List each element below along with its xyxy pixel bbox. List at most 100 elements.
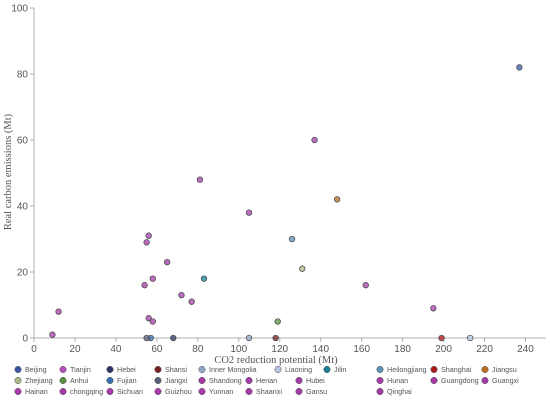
legend-marker: [106, 388, 114, 395]
legend-item[interactable]: Qinghai: [376, 387, 412, 396]
legend-marker: [198, 377, 206, 384]
legend-item[interactable]: Hunan: [376, 376, 408, 385]
legend-marker: [14, 377, 22, 384]
x-tick-label: 240: [517, 344, 534, 355]
legend-label: Hebei: [117, 365, 136, 374]
legend-item[interactable]: Shanghai: [430, 365, 472, 374]
legend-marker: [295, 377, 303, 384]
legend-marker: [198, 388, 206, 395]
x-tick-label: 220: [476, 344, 493, 355]
legend-label: Guangxi: [492, 376, 519, 385]
data-point: [516, 64, 523, 71]
legend-item[interactable]: Anhui: [59, 376, 89, 385]
legend-label: Gansu: [306, 387, 327, 396]
legend-item[interactable]: Shandong: [198, 376, 242, 385]
legend-label: Liaoning: [285, 365, 312, 374]
x-tick-label: 40: [110, 344, 122, 355]
data-point: [143, 334, 150, 342]
y-tick-label: 100: [11, 4, 28, 15]
legend-label: Jiangxi: [165, 376, 188, 385]
y-axis-title: Real carbon emissions (Mt): [3, 113, 14, 230]
legend-item[interactable]: Hebei: [106, 365, 136, 374]
legend: Beijing Tianjin Hebei Shansi Inner Mongolia L…: [14, 365, 519, 396]
legend-item[interactable]: Liaoning: [274, 365, 312, 374]
legend-item[interactable]: Tianjin: [59, 365, 91, 374]
data-point: [49, 331, 56, 338]
x-tick-label: 80: [192, 344, 204, 355]
legend-label: Guizhou: [165, 387, 192, 396]
data-point: [145, 232, 152, 239]
legend-item[interactable]: Henan: [245, 376, 277, 385]
legend-label: Fujian: [117, 376, 137, 385]
legend-label: chongqing: [70, 387, 103, 396]
legend-item[interactable]: Hubei: [295, 376, 325, 385]
legend-item[interactable]: Guangxi: [481, 376, 519, 385]
data-point: [143, 239, 150, 246]
legend-label: Qinghai: [387, 387, 412, 396]
legend-marker: [154, 366, 162, 373]
x-tick-label: 120: [271, 344, 288, 355]
legend-label: Sichuan: [117, 387, 143, 396]
data-point: [163, 258, 171, 266]
legend-item[interactable]: Hainan: [14, 387, 48, 396]
legend-marker: [481, 366, 489, 373]
legend-marker: [198, 366, 206, 373]
data-point: [288, 235, 296, 243]
data-point: [145, 315, 152, 322]
legend-label: Shansi: [165, 365, 187, 374]
y-tick-label: 60: [17, 136, 29, 147]
legend-item[interactable]: Jiangxi: [154, 376, 188, 385]
legend-item[interactable]: Fujian: [106, 376, 137, 385]
legend-marker: [295, 388, 303, 395]
data-point: [274, 318, 281, 325]
legend-marker: [106, 377, 114, 384]
legend-label: Guangdong: [441, 376, 479, 385]
legend-marker: [376, 388, 384, 395]
data-point: [178, 291, 185, 299]
legend-marker: [376, 366, 384, 373]
legend-label: Yunnan: [209, 387, 233, 396]
legend-item[interactable]: Inner Mongolia: [198, 365, 257, 374]
legend-marker: [154, 388, 162, 395]
legend-item[interactable]: Zhejiang: [14, 376, 53, 385]
legend-item[interactable]: Yunnan: [198, 387, 234, 396]
legend-item[interactable]: Jilin: [323, 365, 347, 374]
legend-item[interactable]: Shansi: [154, 365, 188, 374]
data-point: [245, 334, 253, 342]
legend-item[interactable]: Shaanxi: [245, 387, 283, 396]
legend-marker: [106, 366, 114, 373]
x-tick-label: 180: [394, 344, 411, 355]
legend-label: Beijing: [25, 365, 47, 374]
data-point: [362, 282, 369, 289]
legend-item[interactable]: Jiangsu: [481, 365, 517, 374]
legend-marker: [376, 377, 384, 384]
legend-item[interactable]: Sichuan: [106, 387, 143, 396]
data-point: [196, 176, 204, 183]
legend-item[interactable]: Gansu: [295, 387, 327, 396]
legend-item[interactable]: Guangdong: [430, 376, 479, 385]
legend-marker: [154, 377, 162, 384]
x-tick-label: 200: [435, 344, 452, 355]
legend-marker: [481, 377, 489, 384]
data-point: [149, 318, 156, 325]
y-tick-label: 80: [17, 70, 29, 81]
data-point: [141, 282, 148, 289]
data-point: [467, 334, 474, 342]
legend-item[interactable]: Beijing: [14, 365, 47, 374]
legend-item[interactable]: Guizhou: [154, 387, 192, 396]
legend-marker: [59, 366, 67, 373]
legend-marker: [245, 388, 253, 395]
legend-label: Tianjin: [70, 365, 91, 374]
legend-marker: [14, 366, 22, 373]
legend-item[interactable]: chongqing: [59, 387, 103, 396]
legend-label: Shanghai: [441, 365, 472, 374]
legend-marker: [59, 388, 67, 395]
legend-marker: [430, 377, 438, 384]
legend-marker: [430, 366, 438, 373]
legend-item[interactable]: Heilongjiang: [376, 365, 427, 374]
legend-marker: [14, 388, 22, 395]
data-point: [55, 308, 62, 315]
data-point: [430, 305, 437, 312]
axes: 0 20 40 60 80 100 120 140 160 180 200 220 240 0 20 40 60…: [11, 4, 546, 355]
